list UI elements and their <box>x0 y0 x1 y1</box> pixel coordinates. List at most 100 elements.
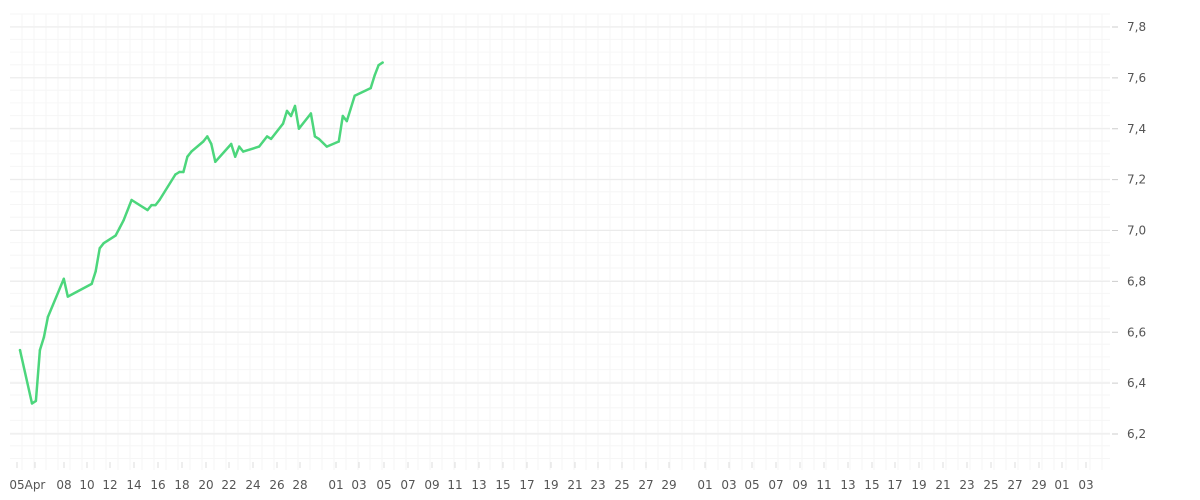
data-point <box>206 135 209 138</box>
data-point <box>353 94 356 97</box>
data-point <box>325 145 328 148</box>
data-point <box>38 348 42 352</box>
x-tick-label: 09 <box>792 478 807 492</box>
data-point <box>98 247 101 250</box>
data-point <box>186 155 189 158</box>
y-tick-label: 6,8 <box>1127 274 1146 288</box>
y-tick-label: 7,2 <box>1127 173 1146 187</box>
x-tick-label: 21 <box>935 478 950 492</box>
x-tick-label: Apr <box>25 478 46 492</box>
data-point <box>373 74 376 77</box>
x-tick-label: 11 <box>447 478 462 492</box>
data-point <box>178 170 181 174</box>
data-point <box>313 135 317 138</box>
x-tick-label: 11 <box>816 478 831 492</box>
y-tick-label: 7,6 <box>1127 71 1146 85</box>
x-tick-label: 23 <box>959 478 974 492</box>
x-tick-label: 07 <box>400 478 415 492</box>
y-tick-label: 7,4 <box>1127 122 1146 136</box>
x-tick-label: 26 <box>269 478 284 492</box>
data-point <box>309 112 313 115</box>
data-point <box>202 140 205 143</box>
x-tick-label: 05 <box>376 478 391 492</box>
x-tick-label: 22 <box>221 478 236 492</box>
x-tick-label: 09 <box>424 478 439 492</box>
data-point <box>210 142 213 146</box>
data-point <box>289 114 293 118</box>
x-tick-label: 24 <box>245 478 260 492</box>
data-point <box>234 155 237 158</box>
data-point <box>341 114 344 118</box>
data-point <box>66 295 70 298</box>
data-point <box>182 170 185 174</box>
data-point <box>257 145 261 148</box>
x-tick-label: 19 <box>911 478 926 492</box>
x-tick-label: 08 <box>56 478 71 492</box>
series-line <box>18 61 384 405</box>
data-point <box>174 173 177 176</box>
x-tick-label: 05 <box>744 478 759 492</box>
x-axis-ticks: 05 Apr 08 10 12 14 16 18 20 22 24 26 28 01 03 05 07 09 11 1… <box>9 462 1094 492</box>
data-point <box>90 282 93 286</box>
x-tick-label: 03 <box>721 478 736 492</box>
data-point <box>269 137 273 141</box>
y-axis-ticks: 6,2 6,4 6,6 6,8 7,0 7,2 7,4 7,6 7,8 <box>1112 20 1146 441</box>
x-tick-label: 12 <box>102 478 117 492</box>
data-point <box>381 61 384 64</box>
data-point <box>46 315 50 319</box>
data-point <box>345 119 348 123</box>
data-point <box>230 142 233 146</box>
x-tick-label: 03 <box>351 478 366 492</box>
x-tick-label: 25 <box>983 478 998 492</box>
x-tick-label: 17 <box>519 478 534 492</box>
grid-minor <box>10 13 1110 470</box>
data-point <box>265 135 269 138</box>
x-tick-label: 10 <box>79 478 94 492</box>
data-point <box>18 348 22 352</box>
y-tick-label: 7,0 <box>1127 224 1146 238</box>
x-tick-label: 17 <box>887 478 902 492</box>
data-point <box>114 234 117 237</box>
y-tick-label: 6,6 <box>1127 325 1146 339</box>
x-tick-label: 13 <box>840 478 855 492</box>
data-point <box>62 277 65 280</box>
data-point <box>190 150 193 153</box>
data-point <box>293 104 297 108</box>
data-point <box>150 203 153 207</box>
data-point <box>317 137 321 141</box>
y-tick-label: 6,2 <box>1127 427 1146 441</box>
x-tick-label: 29 <box>1031 478 1046 492</box>
x-tick-label: 13 <box>471 478 486 492</box>
data-point <box>42 336 46 339</box>
y-tick-label: 7,8 <box>1127 20 1146 34</box>
x-tick-label: 07 <box>768 478 783 492</box>
data-point <box>297 127 301 130</box>
x-tick-label: 01 <box>1054 478 1069 492</box>
x-tick-label: 25 <box>614 478 629 492</box>
grid-major <box>10 26 1110 435</box>
x-tick-label: 28 <box>292 478 307 492</box>
data-point <box>285 109 289 113</box>
x-tick-label: 21 <box>567 478 582 492</box>
x-tick-label: 27 <box>1007 478 1022 492</box>
data-point <box>118 226 121 230</box>
series-layer <box>18 61 384 405</box>
x-tick-label: 01 <box>697 478 712 492</box>
data-point <box>242 150 245 153</box>
x-tick-label: 16 <box>150 478 165 492</box>
data-point <box>130 198 133 202</box>
data-point <box>158 198 161 202</box>
data-point <box>154 203 157 207</box>
data-point <box>281 122 285 125</box>
x-tick-label: 03 <box>1078 478 1093 492</box>
y-tick-label: 6,4 <box>1127 376 1146 390</box>
data-point <box>30 402 34 405</box>
x-tick-label: 27 <box>638 478 653 492</box>
data-point <box>34 399 38 403</box>
x-tick-label: 20 <box>198 478 213 492</box>
x-tick-label: 29 <box>661 478 676 492</box>
x-tick-label: 19 <box>543 478 558 492</box>
data-point <box>146 208 149 212</box>
data-point <box>349 107 352 110</box>
